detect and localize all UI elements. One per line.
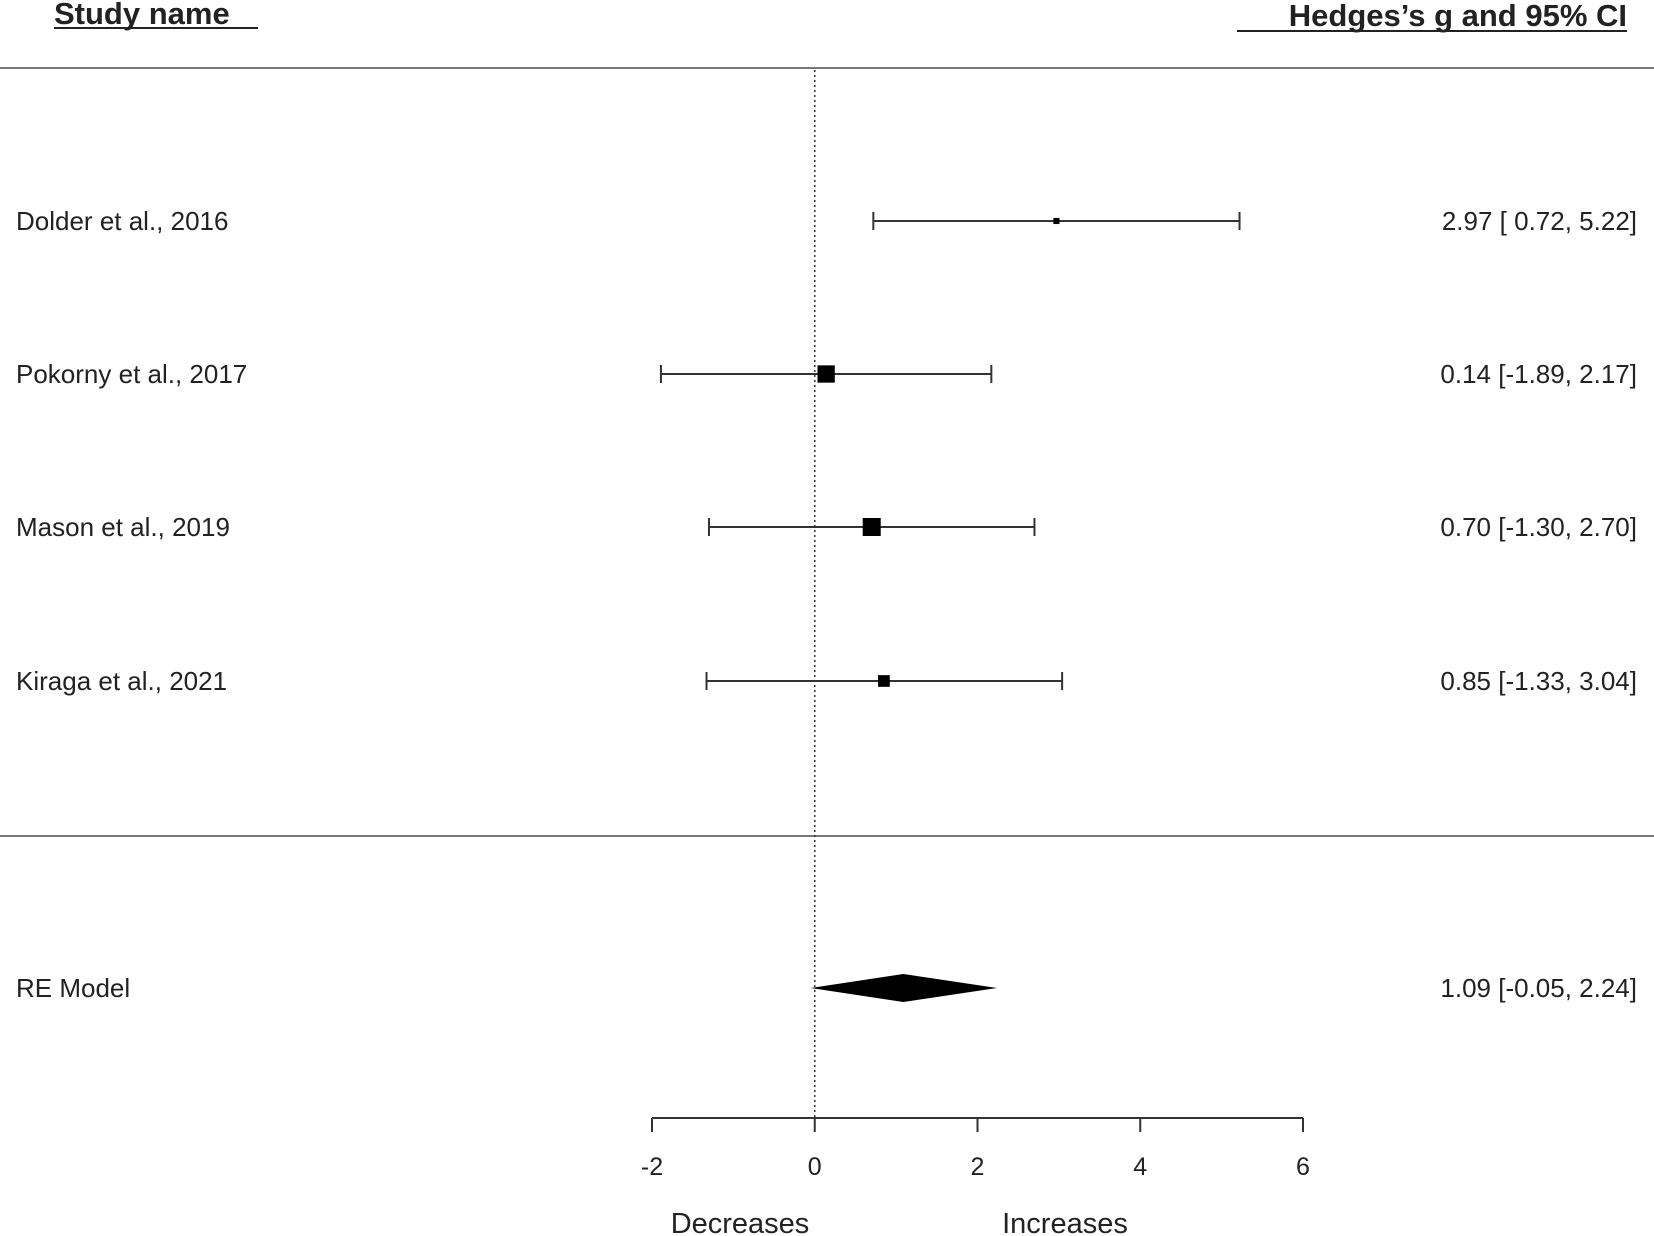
study-label: Pokorny et al., 2017 xyxy=(16,359,247,389)
x-tick-label: 2 xyxy=(971,1153,985,1181)
study-row: Pokorny et al., 2017 0.14 [-1.89, 2.17] xyxy=(16,359,1637,389)
study-row: Dolder et al., 2016 2.97 [ 0.72, 5.22] xyxy=(16,206,1637,236)
point-estimate xyxy=(878,675,890,687)
point-estimate xyxy=(862,518,881,536)
study-label: Mason et al., 2019 xyxy=(16,512,230,542)
point-estimate xyxy=(817,365,835,383)
study-label: Dolder et al., 2016 xyxy=(16,206,228,236)
effect-annotation: 0.14 [-1.89, 2.17] xyxy=(1440,359,1637,389)
study-row: Mason et al., 2019 0.70 [-1.30, 2.70] xyxy=(16,512,1637,542)
direction-label-increases: Increases xyxy=(1002,1208,1128,1236)
x-tick-label: 0 xyxy=(808,1153,822,1181)
x-tick-label: 6 xyxy=(1296,1153,1310,1181)
direction-label-decreases: Decreases xyxy=(671,1208,810,1236)
summary-diamond xyxy=(810,974,998,1002)
summary-annotation: 1.09 [-0.05, 2.24] xyxy=(1440,973,1637,1003)
point-estimate xyxy=(1053,217,1060,225)
effect-annotation: 0.85 [-1.33, 3.04] xyxy=(1440,666,1637,696)
study-row: Kiraga et al., 2021 0.85 [-1.33, 3.04] xyxy=(16,666,1637,696)
x-axis: -2 0 2 4 6 xyxy=(641,1117,1310,1181)
summary-row: RE Model 1.09 [-0.05, 2.24] xyxy=(16,973,1637,1003)
effect-annotation: 0.70 [-1.30, 2.70] xyxy=(1440,512,1637,542)
x-tick-label: 4 xyxy=(1133,1153,1147,1181)
header-effect-size: Hedges’s g and 95% CI xyxy=(1289,0,1627,33)
study-label: Kiraga et al., 2021 xyxy=(16,666,227,696)
header-study-name: Study name xyxy=(54,0,230,31)
summary-label: RE Model xyxy=(16,973,130,1003)
x-tick-label: -2 xyxy=(641,1153,663,1181)
study-rows: Dolder et al., 2016 2.97 [ 0.72, 5.22] Pok… xyxy=(16,206,1637,696)
effect-annotation: 2.97 [ 0.72, 5.22] xyxy=(1442,206,1637,236)
